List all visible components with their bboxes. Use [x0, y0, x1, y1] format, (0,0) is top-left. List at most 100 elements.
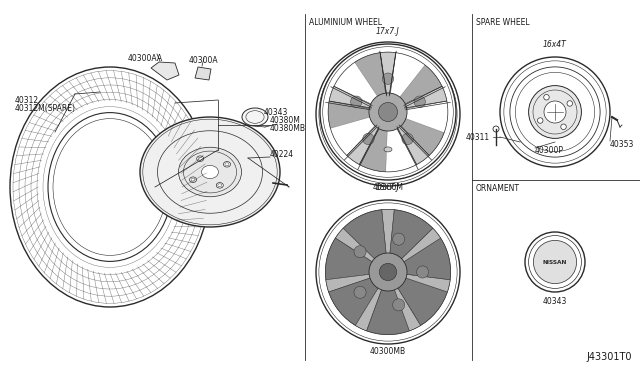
Polygon shape: [401, 228, 440, 263]
Circle shape: [561, 124, 566, 129]
Ellipse shape: [48, 113, 172, 262]
Circle shape: [567, 101, 573, 106]
Ellipse shape: [140, 117, 280, 227]
Text: NISSAN: NISSAN: [543, 260, 567, 264]
Polygon shape: [390, 210, 433, 260]
Polygon shape: [380, 52, 396, 95]
Ellipse shape: [384, 147, 392, 152]
Circle shape: [378, 102, 397, 122]
Circle shape: [363, 133, 374, 145]
Text: 40353: 40353: [610, 140, 634, 148]
Circle shape: [369, 93, 407, 131]
Polygon shape: [360, 127, 387, 172]
Circle shape: [361, 137, 373, 148]
Circle shape: [529, 86, 581, 138]
Polygon shape: [397, 127, 431, 170]
Polygon shape: [324, 102, 371, 131]
Circle shape: [348, 97, 360, 109]
Circle shape: [351, 96, 362, 108]
Polygon shape: [355, 287, 382, 331]
Polygon shape: [347, 125, 380, 164]
Text: 40312M(SPARE): 40312M(SPARE): [15, 104, 76, 113]
Text: 40343: 40343: [264, 108, 289, 116]
Ellipse shape: [189, 177, 196, 182]
Polygon shape: [358, 130, 387, 177]
Text: 40224: 40224: [270, 150, 294, 158]
Text: 40312: 40312: [15, 96, 39, 105]
Polygon shape: [343, 210, 387, 260]
Circle shape: [415, 97, 428, 109]
Polygon shape: [329, 86, 372, 109]
Polygon shape: [344, 127, 380, 170]
Polygon shape: [335, 228, 376, 263]
Ellipse shape: [216, 183, 223, 188]
Polygon shape: [367, 288, 410, 334]
Polygon shape: [396, 125, 429, 164]
Polygon shape: [381, 209, 394, 255]
Polygon shape: [355, 53, 386, 98]
Ellipse shape: [384, 151, 392, 156]
Text: 17x7.J: 17x7.J: [376, 27, 400, 36]
Polygon shape: [326, 274, 372, 292]
Polygon shape: [326, 87, 372, 111]
Circle shape: [320, 44, 456, 180]
Circle shape: [500, 57, 610, 167]
Circle shape: [525, 232, 585, 292]
Polygon shape: [325, 238, 374, 280]
Text: 40300M: 40300M: [372, 183, 403, 192]
Text: 40380M: 40380M: [270, 115, 301, 125]
Circle shape: [368, 94, 408, 134]
Text: ALUMINIUM WHEEL: ALUMINIUM WHEEL: [309, 18, 382, 27]
Circle shape: [382, 73, 394, 85]
Text: 16x4T: 16x4T: [543, 40, 567, 49]
Ellipse shape: [242, 108, 268, 126]
Ellipse shape: [223, 161, 230, 167]
Text: 40300A: 40300A: [188, 56, 218, 65]
Circle shape: [369, 253, 407, 291]
Circle shape: [380, 263, 397, 280]
Polygon shape: [328, 101, 371, 128]
Circle shape: [316, 200, 460, 344]
Circle shape: [382, 73, 394, 84]
Circle shape: [417, 266, 429, 278]
Text: ORNAMENT: ORNAMENT: [476, 184, 520, 193]
Polygon shape: [151, 62, 179, 80]
Polygon shape: [328, 278, 379, 326]
Polygon shape: [195, 67, 211, 80]
Polygon shape: [380, 51, 396, 96]
Polygon shape: [401, 120, 447, 160]
Circle shape: [533, 240, 577, 283]
Circle shape: [403, 137, 415, 148]
Polygon shape: [404, 87, 451, 111]
Ellipse shape: [202, 166, 218, 179]
Circle shape: [378, 104, 398, 124]
Circle shape: [544, 94, 549, 100]
Polygon shape: [403, 86, 447, 109]
Polygon shape: [404, 274, 450, 292]
Polygon shape: [353, 51, 386, 99]
Circle shape: [392, 299, 404, 311]
Polygon shape: [399, 65, 442, 105]
Ellipse shape: [196, 156, 204, 161]
Polygon shape: [400, 118, 444, 155]
Text: 40300AA: 40300AA: [127, 54, 163, 63]
Circle shape: [544, 101, 566, 123]
Polygon shape: [394, 287, 420, 331]
Circle shape: [402, 133, 413, 145]
Ellipse shape: [179, 147, 241, 197]
Text: 40300P: 40300P: [535, 145, 564, 154]
Polygon shape: [397, 278, 447, 326]
Text: SPARE WHEEL: SPARE WHEEL: [476, 18, 530, 27]
Circle shape: [414, 96, 426, 108]
Polygon shape: [399, 64, 445, 106]
Circle shape: [354, 246, 366, 258]
Text: 40380MB: 40380MB: [270, 124, 306, 132]
Polygon shape: [403, 238, 451, 280]
Circle shape: [354, 286, 366, 298]
Text: 40300MB: 40300MB: [370, 347, 406, 356]
Circle shape: [392, 233, 404, 245]
Text: 40343: 40343: [543, 297, 567, 306]
Circle shape: [538, 118, 543, 123]
Text: J43301T0: J43301T0: [586, 352, 632, 362]
Text: 18x7.J: 18x7.J: [376, 183, 400, 192]
